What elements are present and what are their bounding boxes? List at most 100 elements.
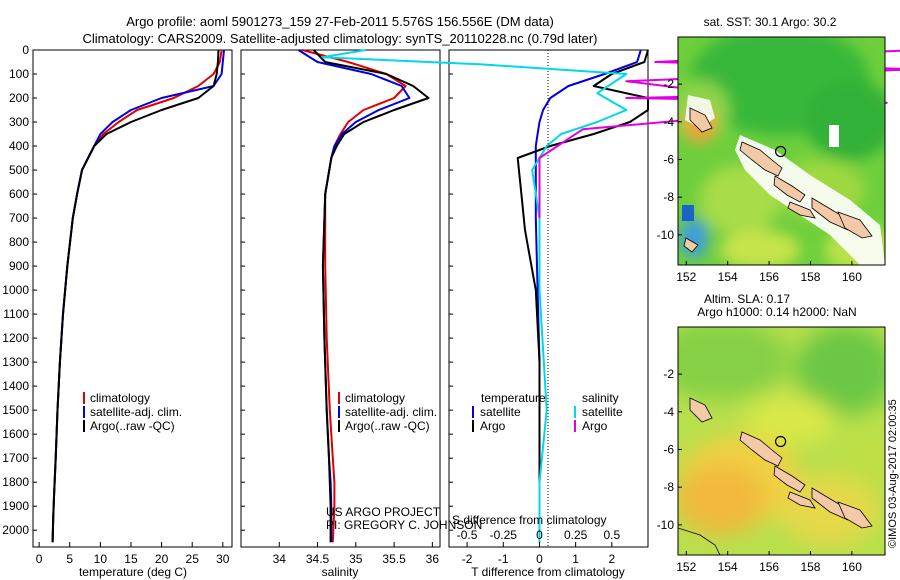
salinity-axis-label: salinity [322, 565, 359, 579]
map-y-tick-label: -6 [663, 152, 674, 166]
legend-label-t-satellite: satellite [480, 405, 521, 419]
x-tick-label: 34 [273, 552, 287, 566]
y-tick-label: 1000 [2, 283, 29, 297]
y-tick-label: 2000 [2, 523, 29, 537]
y-tick-label: 300 [9, 115, 29, 129]
map-x-tick-label: 160 [842, 560, 862, 574]
figure-title-line1: Argo profile: aoml 5901273_159 27-Feb-20… [126, 14, 554, 29]
difference-panel [448, 49, 649, 548]
series-line-t-argo [516, 49, 649, 543]
project-credit: US ARGO PROJECT [326, 505, 441, 519]
y-tick-label: 800 [9, 235, 29, 249]
map-y-tick-label: -2 [663, 77, 674, 91]
map-y-tick-label: -10 [657, 518, 675, 532]
x-tick-label: 20 [155, 552, 169, 566]
map-x-tick-label: 160 [842, 270, 862, 284]
x-tick-label: 0 [536, 552, 543, 566]
sla-map [678, 327, 885, 555]
y-tick-label: 1500 [2, 403, 29, 417]
legend-label-argo: Argo(..raw -QC) [345, 419, 430, 433]
y-tick-label: 900 [9, 259, 29, 273]
map-y-tick-label: -8 [663, 190, 674, 204]
x-tick-label: -1 [498, 552, 509, 566]
x2-tick-label: 0.5 [603, 528, 620, 542]
temperature-legend: climatology satellite-adj. clim. Argo(..… [83, 391, 182, 433]
sst-map-title: sat. SST: 30.1 Argo: 30.2 [704, 15, 837, 29]
x-tick-label: 34.5 [306, 552, 330, 566]
y-tick-label: 0 [22, 43, 29, 57]
map-y-tick-label: -4 [663, 405, 674, 419]
map-x-tick-label: 152 [676, 560, 696, 574]
sla-map-subtitle: Argo h1000: 0.14 h2000: NaN [697, 305, 856, 319]
sst-map-axes: 152 154 156 158 160 -2 -4 -6 -8 -10 [657, 77, 863, 284]
x-tick-label: 5 [66, 552, 73, 566]
map-x-tick-label: 154 [718, 270, 738, 284]
sla-map-axes: 152 154 156 158 160 -2 -4 -6 -8 -10 [657, 367, 863, 574]
legend-label-climatology: climatology [90, 391, 150, 405]
map-y-tick-label: -6 [663, 442, 674, 456]
y-tick-label: 400 [9, 139, 29, 153]
x2-tick-label: -0.5 [457, 528, 478, 542]
legend-title-temperature: temperature [481, 391, 546, 405]
sst-map [678, 37, 885, 265]
x-tick-label: 36 [426, 552, 440, 566]
y-tick-label: 1200 [2, 331, 29, 345]
x-tick-label: 25 [186, 552, 200, 566]
legend-label-satellite: satellite-adj. clim. [345, 405, 437, 419]
legend-label-s-argo: Argo [582, 419, 608, 433]
legend-label-satellite: satellite-adj. clim. [90, 405, 182, 419]
float-location-marker [774, 145, 787, 158]
map-y-tick-label: -2 [663, 367, 674, 381]
x-tick-label: -2 [462, 552, 473, 566]
map-x-tick-label: 152 [676, 270, 696, 284]
x-tick-label: 2 [608, 552, 615, 566]
map-y-tick-label: -4 [663, 115, 674, 129]
map-x-tick-label: 158 [800, 270, 820, 284]
x-tick-label: 1 [572, 552, 579, 566]
map-x-tick-label: 156 [759, 560, 779, 574]
difference-legend: temperature salinity satellite Argo sate… [472, 391, 623, 433]
x2-tick-label: -0.25 [490, 528, 518, 542]
map-x-tick-label: 154 [718, 560, 738, 574]
map-x-tick-label: 156 [759, 270, 779, 284]
series-line-argo-raw-qc- [51, 49, 220, 543]
imos-credit: ©IMOS 03-Aug-2017 02:00:35 [887, 399, 899, 548]
legend-label-s-satellite: satellite [582, 405, 623, 419]
series-line-argo-raw-qc- [312, 49, 430, 543]
t-difference-axis-label: T difference from climatology [471, 565, 625, 579]
s-difference-axis-label: S difference from climatology [452, 513, 607, 527]
y-tick-label: 700 [9, 211, 29, 225]
y-tick-label: 1900 [2, 499, 29, 513]
salinity-panel [240, 49, 441, 548]
map-y-tick-label: -10 [657, 228, 675, 242]
y-tick-label: 500 [9, 163, 29, 177]
y-tick-label: 1100 [3, 307, 29, 321]
x2-tick-label: 0.25 [564, 528, 588, 542]
y-tick-label: 1600 [2, 427, 29, 441]
float-location-marker [774, 435, 787, 448]
sla-map-title: Altim. SLA: 0.17 [704, 292, 790, 306]
legend-label-t-argo: Argo [480, 419, 506, 433]
x-tick-label: 35.5 [382, 552, 406, 566]
y-tick-label: 1700 [2, 451, 29, 465]
series-line-s-satellite [321, 49, 628, 543]
y-tick-label: 200 [9, 91, 29, 105]
temperature-panel [32, 49, 233, 548]
sla-map-frame [677, 326, 886, 556]
y-tick-label: 100 [9, 67, 29, 81]
x-tick-label: 10 [94, 552, 108, 566]
sst-map-frame [677, 36, 886, 266]
x-tick-label: 15 [124, 552, 138, 566]
legend-label-argo: Argo(..raw -QC) [90, 419, 175, 433]
legend-title-salinity: salinity [582, 391, 619, 405]
salinity-plot: 34 34.5 35 35.5 36 [241, 49, 440, 566]
figure-title-line2: Climatology: CARS2009. Satellite-adjuste… [83, 31, 598, 46]
temperature-plot: 0 5 10 15 20 25 300100200300400500600700800900… [2, 43, 230, 566]
difference-plot: -2 -1 0 1 2 -0.5 -0.25 0 0.25 0.5 [321, 49, 900, 566]
x-tick-label: 35 [349, 552, 363, 566]
salinity-legend: climatology satellite-adj. clim. Argo(..… [338, 391, 437, 433]
map-y-tick-label: -8 [663, 480, 674, 494]
legend-label-climatology: climatology [345, 391, 405, 405]
y-tick-label: 600 [9, 187, 29, 201]
